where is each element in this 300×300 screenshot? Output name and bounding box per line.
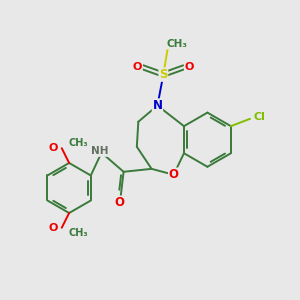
- Text: S: S: [159, 68, 168, 81]
- Text: O: O: [169, 168, 179, 181]
- Text: CH₃: CH₃: [68, 228, 88, 238]
- Text: Cl: Cl: [254, 112, 266, 122]
- Text: NH: NH: [91, 146, 109, 156]
- Text: N: N: [152, 99, 163, 112]
- Text: CH₃: CH₃: [166, 39, 187, 49]
- Text: O: O: [114, 196, 124, 209]
- Text: O: O: [184, 62, 194, 72]
- Text: O: O: [133, 62, 142, 72]
- Text: CH₃: CH₃: [68, 138, 88, 148]
- Text: O: O: [49, 223, 58, 233]
- Text: O: O: [49, 143, 58, 153]
